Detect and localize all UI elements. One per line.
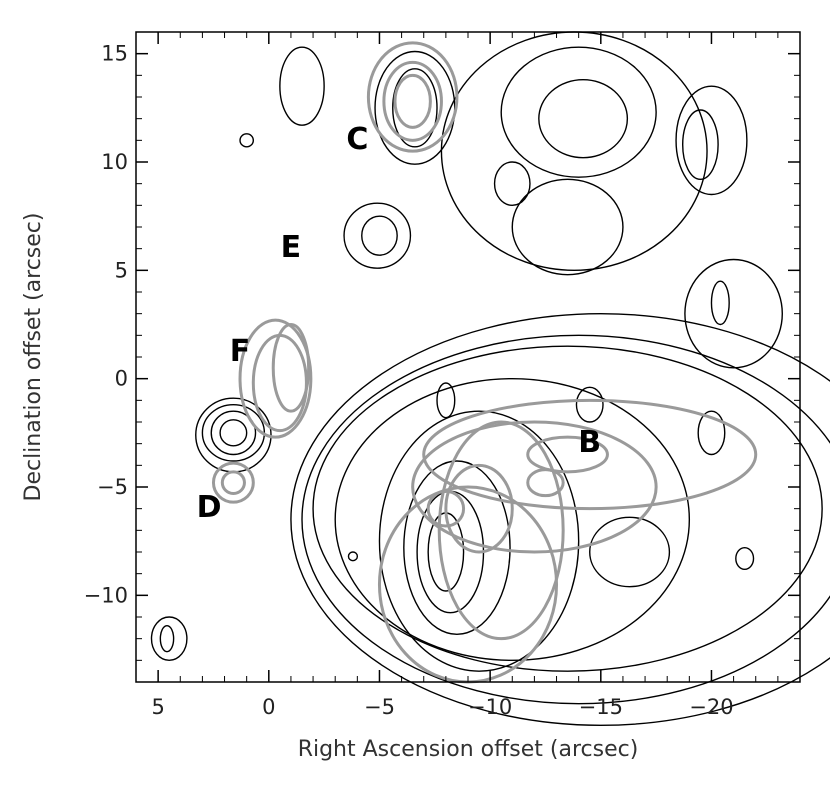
x-tick-label-3: −10 [468, 695, 512, 719]
black-contour-17 [697, 410, 726, 456]
gray-contour-layer [211, 41, 758, 684]
black-contour-28 [334, 377, 691, 662]
gray-contour-10 [444, 463, 514, 554]
black-contour-0 [219, 419, 248, 447]
black-contour-34 [589, 516, 671, 588]
black-contour-5 [343, 202, 412, 269]
black-contour-20 [279, 46, 325, 126]
black-contour-14 [675, 85, 748, 196]
black-contour-19 [347, 551, 359, 562]
y-tick-label-1: 10 [101, 150, 128, 174]
gray-contour-5 [393, 73, 432, 129]
gray-contour-9 [437, 420, 565, 641]
black-contour-21 [239, 133, 255, 148]
x-axis-title: Right Ascension offset (arcsec) [298, 737, 639, 762]
black-contour-4 [361, 215, 398, 256]
y-tick-label-0: 15 [101, 42, 128, 66]
x-tick-label-4: −15 [579, 695, 623, 719]
black-contour-9 [500, 46, 657, 178]
y-tick-label-5: −10 [84, 583, 128, 607]
source-labels: C E F D B [197, 122, 602, 525]
gray-contour-3 [220, 470, 246, 495]
source-label-d: D [197, 490, 222, 525]
black-contour-8 [538, 78, 629, 159]
black-contour-15 [710, 280, 730, 326]
gray-contour-4 [211, 461, 255, 504]
y-tick-label-3: 0 [115, 367, 128, 391]
y-tick-label-2: 5 [115, 258, 128, 282]
gray-contour-1 [251, 333, 308, 433]
black-contour-30 [301, 334, 830, 705]
black-contour-10 [493, 161, 531, 207]
y-axis-title: Declination offset (arcsec) [21, 213, 46, 502]
x-tick-label-2: −5 [364, 695, 395, 719]
black-contour-29 [312, 345, 823, 672]
gray-contour-7 [366, 41, 459, 153]
gray-contour-13 [526, 435, 609, 474]
x-tick-label-1: 0 [262, 695, 275, 719]
x-tick-label-0: 5 [151, 695, 164, 719]
black-contour-16 [684, 258, 783, 369]
tick-labels: 5 0 −5 −10 −15 −20 15 10 5 0 −5 −10 [84, 42, 734, 719]
black-contour-31 [290, 313, 830, 726]
black-contour-26 [403, 460, 511, 636]
gray-contour-6 [382, 60, 443, 142]
x-tick-label-5: −20 [689, 695, 733, 719]
black-contour-22 [159, 624, 175, 653]
gray-contour-2 [238, 318, 313, 439]
black-contour-11 [511, 178, 624, 276]
black-contour-32 [436, 382, 456, 419]
source-label-b: B [578, 425, 601, 460]
black-contour-33 [575, 386, 604, 423]
y-tick-label-4: −5 [97, 475, 128, 499]
source-label-c: C [346, 122, 368, 157]
black-contour-23 [150, 616, 188, 662]
axis-ticks [135, 31, 801, 683]
black-contour-18 [735, 546, 755, 571]
gray-contour-14 [422, 398, 758, 511]
source-label-e: E [281, 230, 302, 265]
gray-contour-8 [411, 420, 658, 554]
black-contour-1 [210, 410, 257, 456]
black-contour-13 [681, 109, 719, 181]
source-label-f: F [230, 334, 251, 369]
black-contour-6 [392, 68, 438, 148]
black-contour-27 [378, 410, 580, 672]
